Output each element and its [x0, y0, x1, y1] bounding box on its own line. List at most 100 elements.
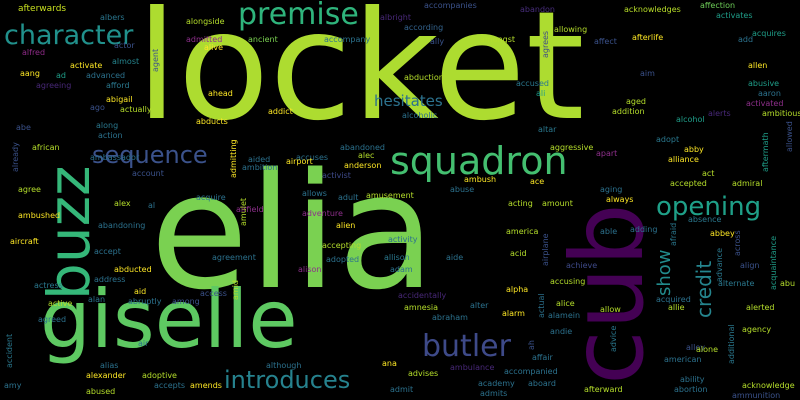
word-accept: accept	[94, 247, 121, 256]
word-acquired: acquired	[656, 295, 691, 304]
word-alice: alice	[556, 299, 575, 308]
word-alley: alley	[686, 343, 706, 352]
word-agreeing: agreeing	[36, 81, 72, 90]
word-giselle: giselle	[40, 273, 298, 366]
word-alter: alter	[470, 301, 489, 310]
word-accuses: accuses	[296, 153, 329, 162]
word-among: among	[172, 297, 200, 306]
word-abruptly: abruptly	[128, 297, 162, 306]
word-ad: ad	[56, 71, 66, 80]
word-agency: agency	[742, 325, 772, 334]
word-airfield: airfield	[236, 205, 264, 214]
word-squadron: squadron	[390, 139, 568, 183]
word-accepting: accepting	[322, 241, 362, 250]
word-alone: alone	[696, 345, 719, 354]
word-abandoning: abandoning	[98, 221, 146, 230]
word-afford: afford	[106, 81, 130, 90]
word-african: african	[32, 143, 60, 152]
word-adam: adam	[390, 265, 413, 274]
word-activates: activates	[716, 11, 753, 20]
word-absence: absence	[688, 215, 722, 224]
word-acquire: acquire	[196, 193, 226, 202]
word-ali: ali	[536, 89, 546, 98]
word-show: show	[654, 249, 675, 296]
word-alien: alien	[336, 221, 356, 230]
word-affect: affect	[594, 37, 617, 46]
word-advance: advance	[715, 247, 724, 282]
word-activated: activated	[746, 99, 784, 108]
word-allison: allison	[384, 253, 410, 262]
word-alternate: alternate	[718, 279, 755, 288]
word-afterwards: afterwards	[18, 4, 67, 14]
word-abusive: abusive	[748, 79, 780, 88]
word-airplane: airplane	[541, 233, 550, 266]
word-actually: actually	[120, 105, 152, 114]
word-ace: ace	[530, 177, 545, 186]
word-ah: ah	[527, 340, 536, 350]
word-affection: affection	[700, 1, 736, 10]
word-advanced: advanced	[86, 71, 126, 80]
word-abraham: abraham	[432, 313, 468, 322]
word-altar: altar	[538, 125, 557, 134]
word-aftermath: aftermath	[761, 132, 770, 172]
word-anderson: anderson	[344, 161, 382, 170]
word-alerted: alerted	[746, 303, 775, 312]
word-abducts: abducts	[196, 117, 228, 126]
word-aided: aided	[248, 155, 271, 164]
word-according: according	[404, 23, 444, 32]
word-agreed: agreed	[38, 315, 67, 324]
word-agent: agent	[151, 48, 160, 72]
word-agrees: agrees	[541, 30, 550, 58]
word-alamein: alamein	[548, 311, 581, 320]
word-add: add	[738, 35, 754, 44]
word-aged: aged	[626, 97, 646, 106]
word-addict: addict	[268, 107, 293, 116]
word-amends: amends	[190, 381, 222, 390]
word-actor: actor	[114, 41, 135, 50]
word-acknowledges: acknowledges	[624, 5, 681, 14]
word-ambitious: ambitious	[762, 109, 800, 118]
word-additional: additional	[727, 324, 736, 364]
word-active: active	[48, 299, 73, 308]
word-affair: affair	[532, 353, 553, 362]
word-adoptive: adoptive	[142, 371, 177, 380]
word-aim: aim	[640, 69, 655, 78]
word-abbey: abbey	[710, 229, 735, 238]
word-introduces: introduces	[224, 366, 351, 394]
word-buzz: buzz	[35, 165, 103, 300]
word-ambassador: ambassador	[90, 153, 140, 162]
word-hesitates: hesitates	[374, 92, 443, 110]
word-air: air	[138, 339, 149, 348]
word-abandon: abandon	[520, 5, 555, 14]
word-adopt: adopt	[656, 135, 680, 144]
word-accompany: accompany	[324, 35, 371, 44]
word-address: address	[94, 275, 126, 284]
word-adventure: adventure	[302, 209, 343, 218]
word-airport: airport	[286, 157, 313, 166]
word-alerts: alerts	[708, 109, 731, 118]
word-albright: albright	[380, 13, 411, 22]
word-accidentally: accidentally	[398, 291, 447, 300]
word-ago: ago	[90, 103, 105, 112]
word-ammunition: ammunition	[732, 391, 781, 400]
word-opening: opening	[656, 192, 762, 222]
word-al: al	[148, 201, 156, 210]
word-already: already	[11, 142, 20, 172]
word-abe: abe	[16, 123, 31, 132]
word-abortion: abortion	[674, 385, 708, 394]
word-amount: amount	[542, 199, 573, 208]
word-amy: amy	[4, 381, 22, 390]
word-abu: abu	[780, 279, 796, 288]
word-addition: addition	[612, 107, 645, 116]
word-access: access	[200, 289, 227, 298]
word-activist: activist	[322, 171, 351, 180]
word-american: american	[664, 355, 702, 364]
word-afraid: afraid	[669, 222, 678, 246]
word-accident: accident	[5, 333, 14, 368]
word-aaron: aaron	[758, 89, 781, 98]
word-alpha: alpha	[506, 285, 529, 294]
word-admits: admits	[480, 389, 508, 398]
word-admit: admit	[390, 385, 414, 394]
word-locket: locket	[136, 0, 585, 154]
word-accompanied: accompanied	[504, 367, 558, 376]
